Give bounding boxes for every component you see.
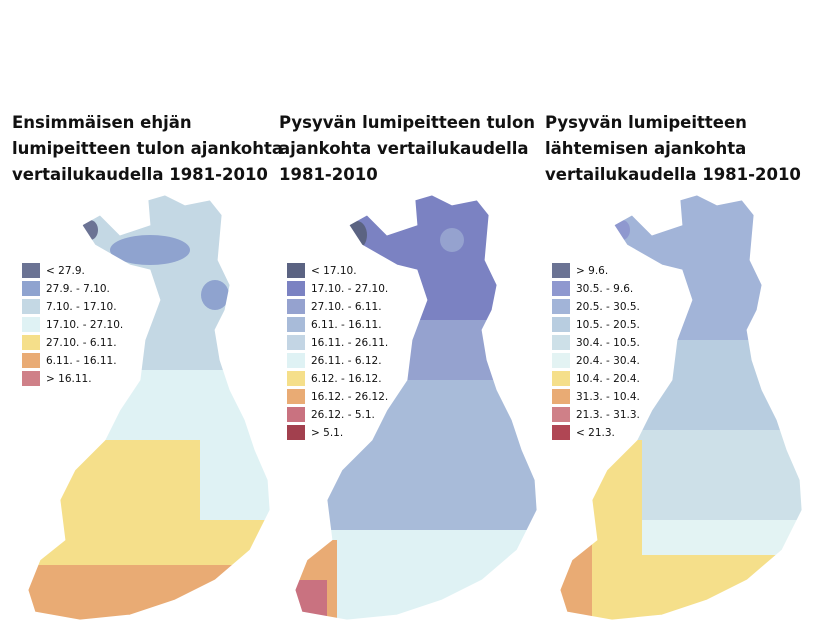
panel-title: vertailukaudella 1981-2010 — [545, 165, 801, 184]
legend-label: 20.5. - 30.5. — [576, 301, 640, 313]
legend-label: 7.10. - 17.10. — [46, 301, 117, 313]
legend-swatch — [22, 371, 40, 386]
legend-label: 30.5. - 9.6. — [576, 283, 633, 295]
legend-label: > 5.1. — [311, 427, 343, 439]
legend-label: 21.3. - 31.3. — [576, 409, 640, 421]
legend-swatch — [552, 425, 570, 440]
labels: Ensimmäisen ehjän lumipeitteen tulon ajan… — [12, 113, 801, 440]
legend-swatch — [287, 407, 305, 422]
legend-label: 17.10. - 27.10. — [311, 283, 388, 295]
legend-label: 20.4. - 30.4. — [576, 355, 640, 367]
legend-label: 26.12. - 5.1. — [311, 409, 375, 421]
legend-swatch — [552, 317, 570, 332]
panel-title: 1981-2010 — [279, 165, 378, 184]
panel-title: Ensimmäisen ehjän — [12, 113, 192, 132]
legend-label: < 21.3. — [576, 427, 615, 439]
legend-swatch — [287, 425, 305, 440]
legend-label: 6.12. - 16.12. — [311, 373, 382, 385]
panel-title: lähtemisen ajankohta — [545, 139, 746, 158]
legend-label: 17.10. - 27.10. — [46, 319, 123, 331]
legend-label: 16.11. - 26.11. — [311, 337, 388, 349]
legend-swatch — [552, 299, 570, 314]
legend-swatch — [287, 371, 305, 386]
legend-swatch — [552, 335, 570, 350]
legend-swatch — [22, 263, 40, 278]
legend-swatch — [22, 299, 40, 314]
panel-title: Pysyvän lumipeitteen tulon — [279, 113, 535, 132]
legend-label: > 9.6. — [576, 265, 608, 277]
legend-label: 16.12. - 26.12. — [311, 391, 388, 403]
legend-swatch — [22, 353, 40, 368]
panel-title: ajankohta vertailukaudella — [279, 139, 529, 158]
legend-swatch — [552, 389, 570, 404]
legend-swatch — [287, 263, 305, 278]
legend-swatch — [287, 335, 305, 350]
legend-swatch — [287, 299, 305, 314]
legend-label: 27.9. - 7.10. — [46, 283, 110, 295]
legend-swatch — [287, 353, 305, 368]
legend-swatch — [287, 281, 305, 296]
legend-label: 27.10. - 6.11. — [311, 301, 382, 313]
legend-label: 6.11. - 16.11. — [46, 355, 117, 367]
legend-label: 6.11. - 16.11. — [311, 319, 382, 331]
legend-swatch — [552, 263, 570, 278]
legend-swatch — [552, 281, 570, 296]
map-1 — [27, 194, 271, 621]
legend-label: > 16.11. — [46, 373, 92, 385]
legend-swatch — [552, 407, 570, 422]
legend-swatch — [552, 371, 570, 386]
legend-label: 10.4. - 20.4. — [576, 373, 640, 385]
legend-label: 27.10. - 6.11. — [46, 337, 117, 349]
legend-label: 26.11. - 6.12. — [311, 355, 382, 367]
legend-swatch — [287, 317, 305, 332]
legend-swatch — [22, 335, 40, 350]
legend-label: 31.3. - 10.4. — [576, 391, 640, 403]
legend-swatch — [287, 389, 305, 404]
legend-label: 10.5. - 20.5. — [576, 319, 640, 331]
panel-title: lumipeitteen tulon ajankohta — [12, 139, 283, 158]
legend-swatch — [22, 317, 40, 332]
legend-label: < 17.10. — [311, 265, 357, 277]
panel-title: Pysyvän lumipeitteen — [545, 113, 747, 132]
legend-swatch — [552, 353, 570, 368]
legend-swatch — [22, 281, 40, 296]
panel-title: vertailukaudella 1981-2010 — [12, 165, 268, 184]
legend-label: 30.4. - 10.5. — [576, 337, 640, 349]
legend-label: < 27.9. — [46, 265, 85, 277]
